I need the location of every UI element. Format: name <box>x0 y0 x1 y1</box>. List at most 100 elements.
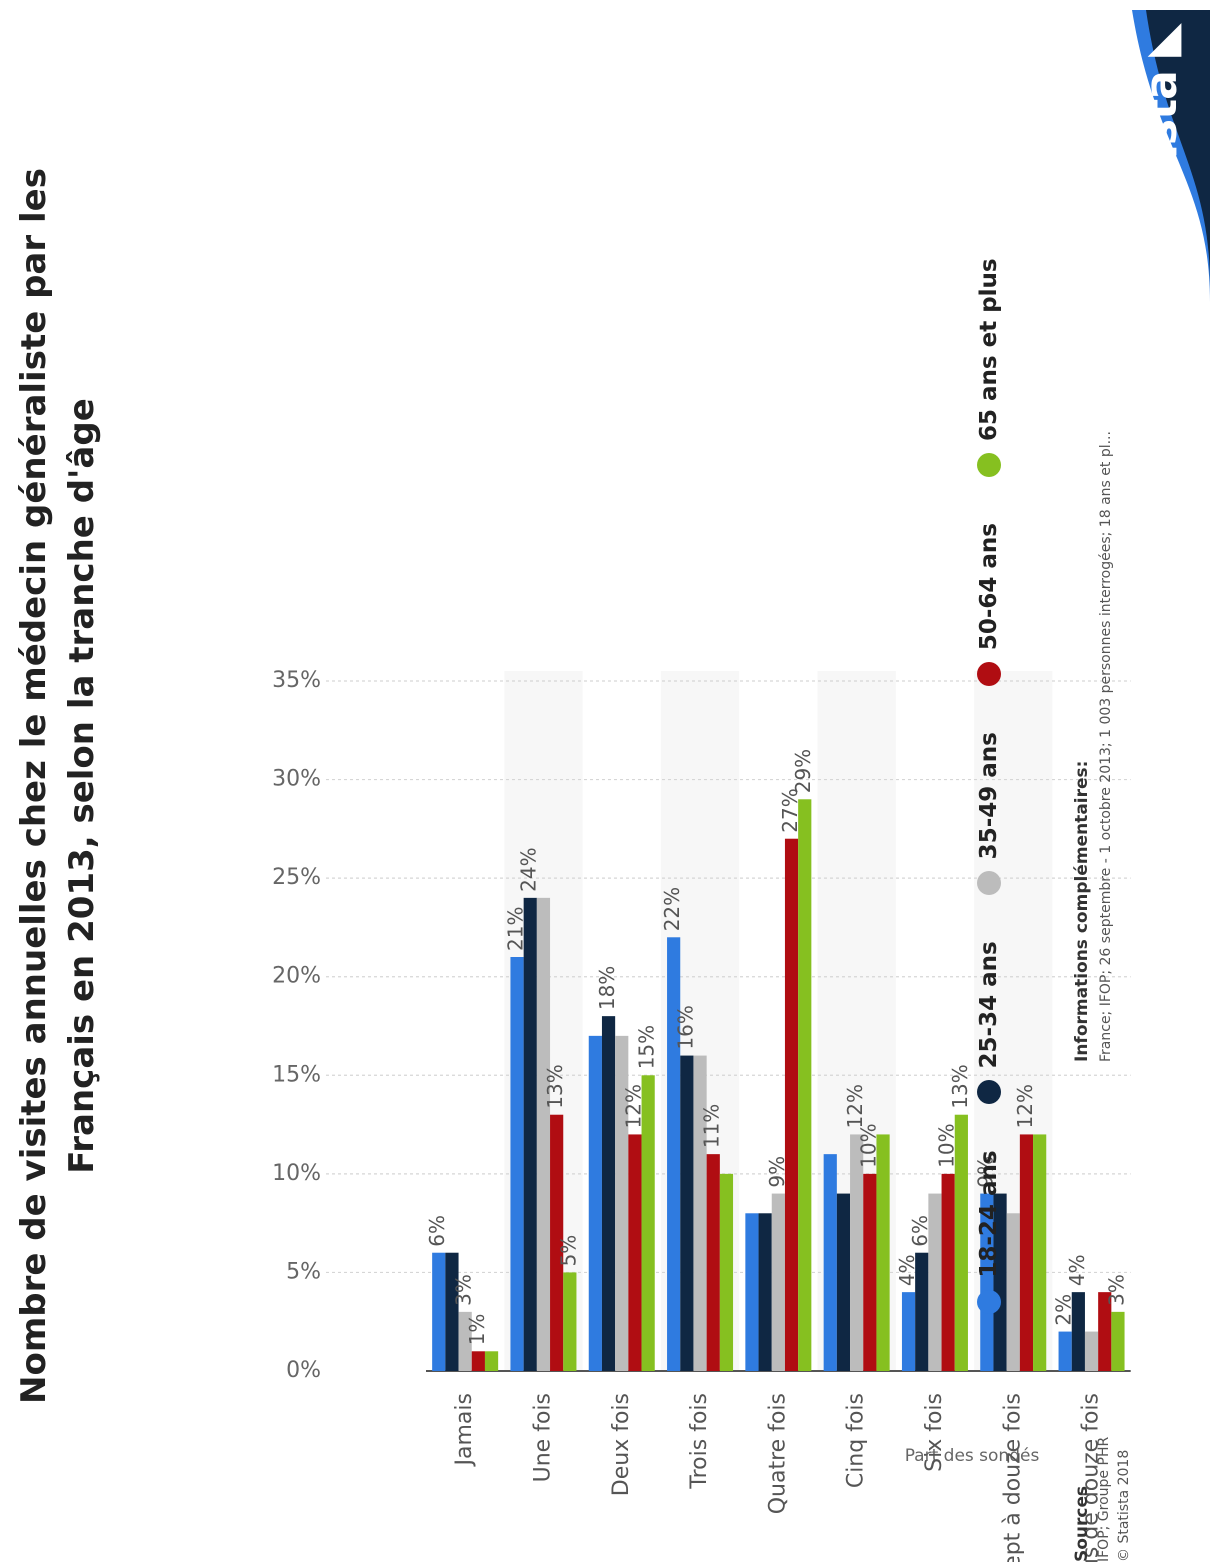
bar <box>471 1351 485 1371</box>
category-label: Cinq fois <box>844 1393 869 1488</box>
bar <box>523 897 537 1371</box>
data-label: 12% <box>621 1084 645 1128</box>
sources-line-2: © Statista 2018 <box>1116 1449 1132 1562</box>
data-label: 13% <box>543 1064 567 1108</box>
sources-block: Sources IFOP; Groupe PHR © Statista 2018 <box>1072 1437 1132 1562</box>
bar <box>458 1311 472 1371</box>
bar <box>1006 1213 1020 1371</box>
tick-label: 25% <box>272 865 321 890</box>
info-text: France; IFOP; 26 septembre - 1 octobre 2… <box>1098 431 1114 1062</box>
category-label: Quatre fois <box>765 1393 790 1514</box>
data-label: 10% <box>935 1123 959 1167</box>
bar <box>615 1035 629 1371</box>
legend-dot-icon <box>977 871 1001 896</box>
data-label: 12% <box>1013 1084 1037 1128</box>
bar <box>784 838 799 1371</box>
info-block[interactable]: Informations complémentaires: France; IF… <box>1072 431 1114 1062</box>
data-label: 15% <box>635 1025 659 1069</box>
bar <box>928 1193 942 1371</box>
category-label: Deux fois <box>609 1393 634 1496</box>
plot-area: 0% 5% 10% 15% 20% 25% 30% 35% Part des sondés Jam… <box>272 668 1131 1562</box>
bar <box>628 1134 642 1371</box>
bar <box>980 1193 994 1371</box>
data-label: 6% <box>908 1215 932 1247</box>
bar <box>1084 1331 1099 1371</box>
bar <box>745 1213 759 1371</box>
bar <box>641 1075 655 1371</box>
data-label: 9% <box>765 1156 789 1188</box>
legend-dot-icon <box>977 1080 1001 1105</box>
bar <box>719 1173 734 1371</box>
legend-dot-icon <box>977 453 1001 477</box>
sources-heading: Sources <box>1072 1485 1092 1562</box>
legend-item-18-24[interactable]: 18-24 ans <box>976 1150 1002 1314</box>
category-label: Plus de douze fois <box>1079 1393 1104 1562</box>
data-label: 4% <box>1065 1254 1089 1286</box>
data-label: 1% <box>465 1314 489 1346</box>
bar <box>588 1035 602 1371</box>
bar <box>536 897 551 1371</box>
legend-dot-icon <box>977 1289 1001 1314</box>
bar <box>993 1193 1007 1371</box>
axis-title: Part des sondés <box>905 1446 1040 1466</box>
rotated-chart-canvas: Nombre de visites annuelles chez le méde… <box>10 10 1210 1562</box>
bar <box>601 1016 616 1371</box>
bar <box>445 1252 459 1371</box>
bar <box>941 1173 955 1371</box>
bar-chart: 0% 5% 10% 15% 20% 25% 30% 35% Part des sondés Jam… <box>272 668 1131 1562</box>
tick-label: 30% <box>272 767 321 792</box>
bar <box>706 1154 720 1371</box>
legend-label: 65 ans et plus <box>976 258 1002 441</box>
data-label: 16% <box>673 1005 697 1049</box>
category-label: Jamais <box>452 1393 477 1467</box>
legend: 18-24 ans 25-34 ans 35-49 ans 50-64 ans … <box>976 10 1002 1562</box>
bar <box>1111 1311 1125 1371</box>
bar <box>758 1213 772 1371</box>
bar <box>850 1134 864 1371</box>
legend-item-35-49[interactable]: 35-49 ans <box>976 732 1002 896</box>
legend-item-50-64[interactable]: 50-64 ans <box>976 523 1002 687</box>
bar <box>836 1193 851 1371</box>
data-label: 10% <box>856 1123 880 1167</box>
category-label: Six fois <box>922 1393 947 1472</box>
data-label: 9% <box>973 1156 997 1188</box>
tick-label: 20% <box>272 964 321 989</box>
bar <box>1019 1134 1034 1371</box>
statista-logo: statista ◣ <box>1136 24 1187 254</box>
tick-label: 0% <box>286 1358 321 1383</box>
legend-label: 35-49 ans <box>976 732 1002 860</box>
bar <box>876 1134 890 1371</box>
bar <box>901 1292 916 1371</box>
data-label: 4% <box>895 1254 919 1286</box>
data-label: 24% <box>517 847 541 891</box>
bar <box>1058 1331 1072 1371</box>
brand-dark-wave <box>1146 10 1210 286</box>
bar <box>484 1351 499 1371</box>
data-label: 3% <box>1104 1274 1128 1306</box>
bar <box>954 1114 968 1371</box>
bar <box>680 1055 694 1371</box>
tick-label: 5% <box>286 1259 321 1284</box>
bar <box>667 937 681 1371</box>
legend-label: 25-34 ans <box>976 941 1002 1069</box>
category-label: Sept à douze fois <box>1000 1393 1025 1562</box>
bar <box>1071 1292 1085 1371</box>
bar <box>550 1114 564 1371</box>
data-label: 6% <box>425 1215 449 1247</box>
bar <box>1098 1292 1112 1371</box>
data-label: 18% <box>595 966 619 1010</box>
category-label: Une fois <box>530 1393 555 1482</box>
bar <box>432 1252 446 1371</box>
tick-label: 10% <box>272 1161 321 1186</box>
bar <box>915 1252 929 1371</box>
bar <box>863 1173 877 1371</box>
bar <box>563 1272 577 1371</box>
data-label: 22% <box>660 887 684 931</box>
tick-label: 15% <box>272 1062 321 1087</box>
legend-item-65-plus[interactable]: 65 ans et plus <box>976 258 1002 477</box>
data-label: 2% <box>1052 1294 1076 1326</box>
sources-line-1: IFOP; Groupe PHR <box>1096 1436 1112 1562</box>
legend-item-25-34[interactable]: 25-34 ans <box>976 941 1002 1105</box>
legend-label: 18-24 ans <box>976 1150 1002 1278</box>
data-label: 29% <box>791 749 815 793</box>
